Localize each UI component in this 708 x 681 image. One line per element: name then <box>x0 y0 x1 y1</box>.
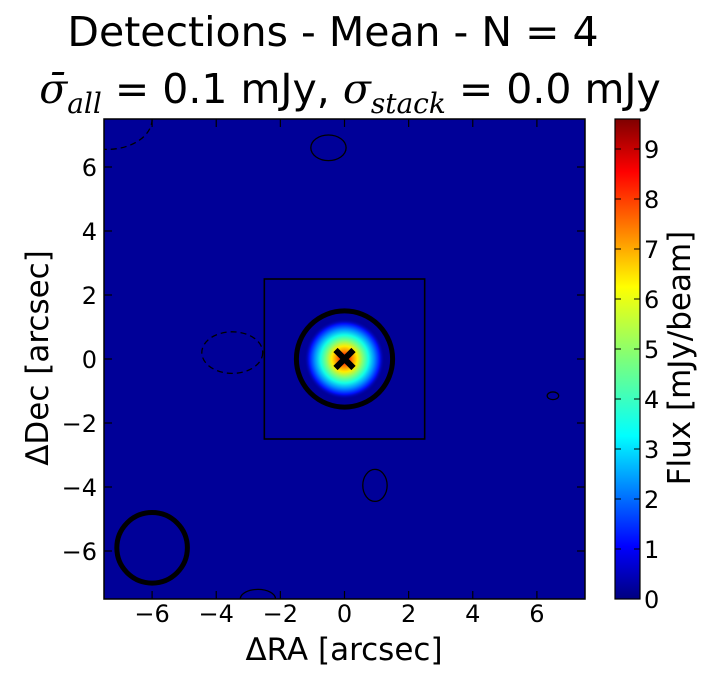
y-tick-label: −6 <box>62 538 97 566</box>
sigma-all-subscript: all <box>67 87 102 120</box>
y-tick-label: −4 <box>62 474 97 502</box>
colorbar-tick-label: 5 <box>644 336 659 364</box>
colorbar-tick-label: 3 <box>644 436 659 464</box>
y-axis-label: ΔDec [arcsec] <box>20 250 56 466</box>
chart-subtitle: σ̄all = 0.1 mJy, σstack = 0.0 mJy <box>39 65 661 120</box>
sigma-all-value: = 0.1 mJy, <box>102 65 343 113</box>
x-tick-label: 6 <box>529 600 544 628</box>
y-tick-label: 2 <box>82 282 97 310</box>
sigma-stack-symbol: σ <box>343 65 372 113</box>
colorbar-tick-label: 8 <box>644 186 659 214</box>
x-tick-label: 4 <box>465 600 480 628</box>
contour-line <box>310 134 347 162</box>
y-tick-label: 4 <box>82 218 97 246</box>
x-tick-label: 0 <box>337 600 352 628</box>
x-tick-label: −4 <box>199 600 234 628</box>
colorbar-tick-label: 7 <box>644 236 659 264</box>
colorbar-tick-label: 4 <box>644 386 659 414</box>
aperture-circle <box>293 308 396 410</box>
y-tick-label: 6 <box>82 154 97 182</box>
x-axis-label: ΔRA [arcsec] <box>245 632 442 668</box>
contour-line <box>201 331 264 375</box>
source-marker <box>333 347 356 371</box>
colorbar-tick-label: 6 <box>644 286 659 314</box>
x-tick-label: −6 <box>134 600 169 628</box>
x-tick-label: −2 <box>263 600 298 628</box>
aperture-box <box>263 278 426 440</box>
sigma-stack-subscript: stack <box>371 87 446 120</box>
beam-circle <box>114 510 190 586</box>
contour-line <box>362 468 388 503</box>
colorbar-tick-label: 2 <box>644 486 659 514</box>
contour-line <box>546 391 560 401</box>
x-tick-label: 2 <box>401 600 416 628</box>
colorbar-tick-label: 1 <box>644 536 659 564</box>
sigma-stack-value: = 0.0 mJy <box>446 65 661 113</box>
colorbar-label: Flux [mJy/beam] <box>662 231 698 486</box>
colorbar-gradient <box>614 118 641 600</box>
colorbar-tick-label: 9 <box>644 136 659 164</box>
sigma-all-symbol: σ̄ <box>39 65 68 113</box>
chart-title: Detections - Mean - N = 4 <box>67 8 598 56</box>
y-tick-label: −2 <box>62 410 97 438</box>
y-tick-label: 0 <box>82 346 97 374</box>
colorbar: 0 1 2 3 4 5 6 7 8 9 Flux [mJy/beam] <box>614 118 698 614</box>
plot-area: −6 −4 −2 0 2 4 6 −6 −4 −2 0 2 4 6 <box>62 118 586 628</box>
contour-line <box>239 588 277 599</box>
colorbar-tick-label: 0 <box>644 586 659 614</box>
